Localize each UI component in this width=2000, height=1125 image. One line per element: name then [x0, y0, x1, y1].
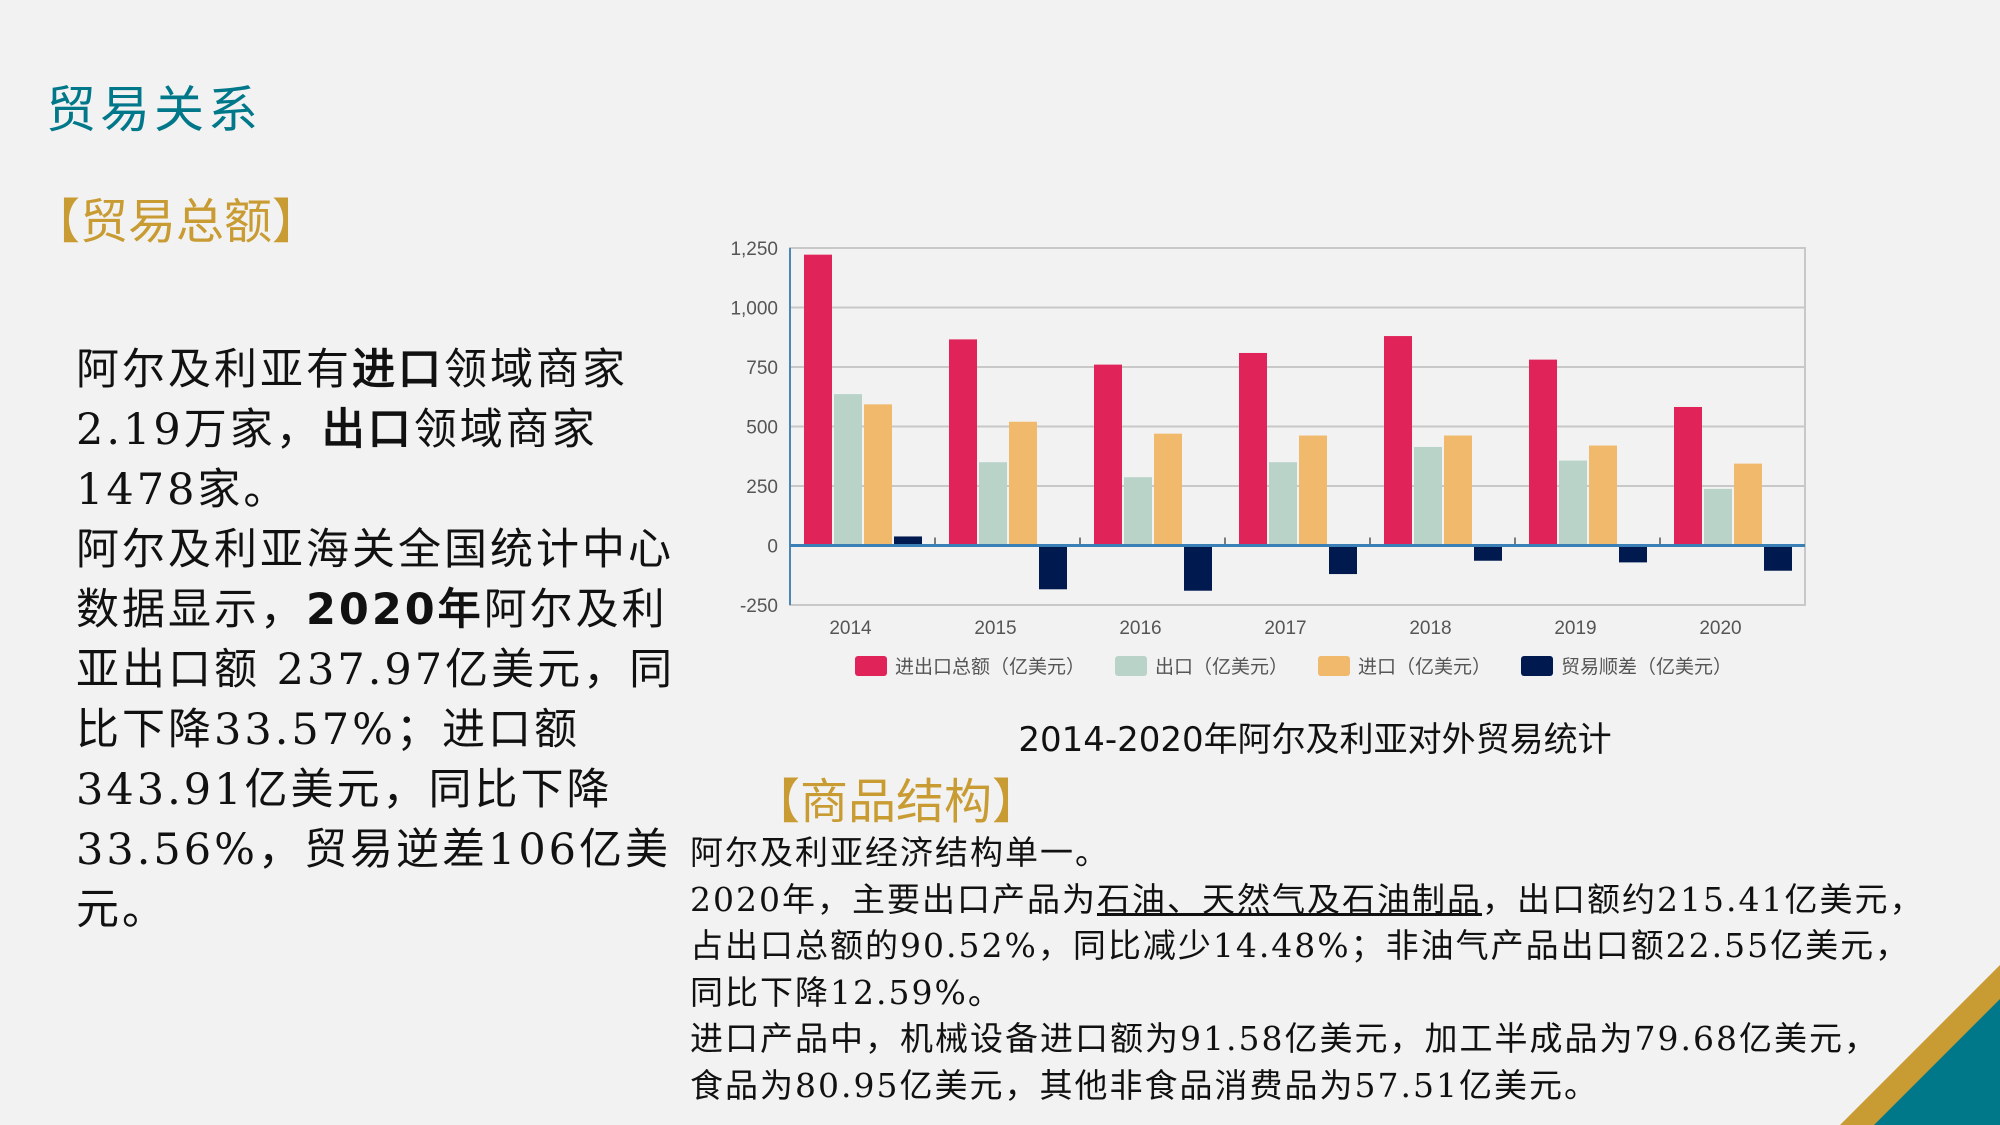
bar	[1559, 460, 1587, 546]
bar	[1589, 445, 1617, 546]
text: 同比下降12.59%。	[690, 972, 1003, 1012]
x-tick-label: 2018	[1409, 618, 1451, 639]
text: 领域商家2.19万家，	[76, 345, 628, 455]
trade-summary-text: 阿尔及利亚有进口领域商家2.19万家，出口领域商家1478家。 阿尔及利亚海关全…	[76, 340, 686, 940]
bar	[804, 254, 832, 546]
bar	[1299, 435, 1327, 546]
bar	[1329, 545, 1357, 575]
text: 领域商家1478家。	[76, 405, 598, 515]
bar	[1704, 488, 1732, 546]
legend-label: 进口（亿美元）	[1358, 656, 1492, 678]
legend-label: 出口（亿美元）	[1155, 656, 1289, 678]
text: 食品为80.95亿美元，其他非食品消费品为57.51亿美元。	[690, 1065, 1599, 1105]
y-tick-label: 1,250	[730, 239, 778, 260]
y-tick-label: -250	[740, 596, 778, 617]
bar	[1444, 435, 1472, 546]
section-heading-trade-total: 【贸易总额】	[32, 194, 321, 250]
x-tick-label: 2015	[974, 618, 1016, 639]
bold-text: 2020年	[306, 585, 484, 635]
text: 阿尔及利亚海关全国统计中心数据显示，	[76, 525, 674, 635]
bar	[979, 462, 1007, 546]
bar	[834, 394, 862, 546]
section-heading-goods: 【商品结构】	[752, 774, 1041, 830]
text: ，出口额约215.41亿美元，	[1481, 879, 1925, 919]
bar	[864, 404, 892, 546]
text: 2020年，主要出口产品为	[690, 879, 1097, 919]
bold-text: 出口	[321, 405, 414, 455]
y-tick-label: 0	[767, 537, 778, 558]
legend-label: 进出口总额（亿美元）	[895, 656, 1086, 678]
legend-label: 贸易顺差（亿美元）	[1561, 656, 1733, 678]
text: 进口产品中，机械设备进口额为91.58亿美元，加工半成品为79.68亿美元，	[690, 1019, 1879, 1058]
bar	[1619, 545, 1647, 563]
bar	[1154, 433, 1182, 546]
text: 占出口总额的90.52%，同比减少14.48%；非油气产品出口额22.55亿美元…	[690, 926, 1911, 965]
bar	[1039, 545, 1067, 590]
bar	[1384, 336, 1412, 546]
page-title: 贸易关系	[46, 81, 262, 139]
y-tick-label: 250	[746, 477, 778, 498]
bar	[949, 339, 977, 546]
chart-caption: 2014-2020年阿尔及利亚对外贸易统计	[1018, 720, 1612, 760]
legend-item: 进出口总额（亿美元）	[855, 652, 1085, 679]
y-tick-label: 1,000	[730, 299, 778, 320]
x-tick-label: 2020	[1699, 618, 1741, 639]
bar	[1184, 545, 1212, 591]
x-tick-label: 2016	[1119, 618, 1161, 639]
bar	[1269, 462, 1297, 546]
bar	[1674, 406, 1702, 546]
bar	[1124, 477, 1152, 546]
text: 阿尔及利亚出口额 237.97亿美元，同比下降33.57%；进口额343.91亿…	[76, 585, 676, 935]
x-tick-label: 2014	[829, 618, 872, 639]
legend-item: 出口（亿美元）	[1115, 652, 1288, 679]
bar	[894, 536, 922, 546]
bar	[1529, 359, 1557, 546]
chart-legend: 进出口总额（亿美元） 出口（亿美元） 进口（亿美元） 贸易顺差（亿美元）	[855, 652, 1732, 679]
text: 阿尔及利亚有	[76, 345, 352, 395]
legend-item: 进口（亿美元）	[1318, 652, 1491, 679]
bar	[1764, 545, 1792, 571]
legend-swatch	[1521, 655, 1554, 676]
legend-swatch	[1115, 655, 1148, 676]
legend-swatch	[1318, 655, 1351, 676]
y-tick-label: 750	[746, 358, 778, 379]
text: 阿尔及利亚经济结构单一。	[690, 833, 1110, 872]
goods-structure-text: 阿尔及利亚经济结构单一。 2020年，主要出口产品为石油、天然气及石油制品，出口…	[690, 830, 2000, 1109]
legend-item: 贸易顺差（亿美元）	[1521, 652, 1732, 679]
bar	[1474, 545, 1502, 561]
x-tick-label: 2019	[1554, 618, 1596, 639]
bar	[1734, 463, 1762, 546]
legend-swatch	[855, 655, 887, 676]
bold-text: 进口	[352, 345, 444, 395]
bar	[1094, 364, 1122, 546]
bar	[1009, 421, 1037, 546]
corner-decoration	[1840, 965, 2000, 1125]
y-tick-label: 500	[746, 418, 778, 439]
bar	[1414, 446, 1442, 546]
teal-corner	[1874, 999, 2000, 1125]
x-tick-label: 2017	[1264, 618, 1306, 639]
underlined-text: 石油、天然气及石油制品	[1096, 879, 1482, 919]
bar	[1239, 352, 1267, 546]
